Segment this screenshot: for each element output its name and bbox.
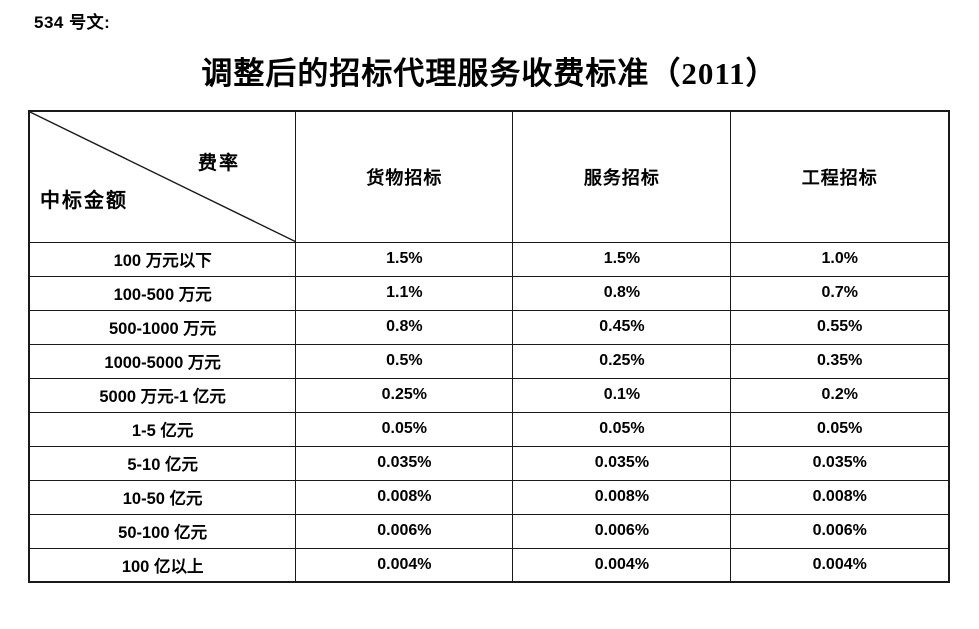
table-header: 费率 中标金额 货物招标 服务招标 工程招标 (28, 110, 950, 243)
column-header-engineering-bidding: 工程招标 (730, 110, 950, 243)
rate-value-cell: 0.006% (730, 513, 950, 549)
amount-range-cell: 5000 万元-1 亿元 (28, 377, 297, 413)
amount-range-cell: 500-1000 万元 (28, 309, 297, 345)
rate-value-cell: 0.008% (730, 479, 950, 515)
rate-value-cell: 1.1% (295, 275, 514, 311)
rate-value-cell: 0.1% (512, 377, 732, 413)
amount-range-cell: 1-5 亿元 (28, 411, 297, 447)
rate-value-cell: 0.004% (512, 547, 732, 583)
rate-value-cell: 1.5% (512, 241, 732, 277)
table-row: 100 万元以下 1.5% 1.5% 1.0% (28, 241, 950, 277)
rate-value-cell: 0.05% (730, 411, 950, 447)
rate-value-cell: 0.35% (730, 343, 950, 379)
table-row: 1-5 亿元 0.05% 0.05% 0.05% (28, 411, 950, 447)
rate-value-cell: 0.5% (295, 343, 514, 379)
table-row: 500-1000 万元 0.8% 0.45% 0.55% (28, 309, 950, 345)
table-body: 100 万元以下 1.5% 1.5% 1.0% 100-500 万元 1.1% … (28, 241, 950, 583)
rate-value-cell: 0.008% (295, 479, 514, 515)
rate-value-cell: 0.25% (295, 377, 514, 413)
rate-value-cell: 1.5% (295, 241, 514, 277)
table-row: 100-500 万元 1.1% 0.8% 0.7% (28, 275, 950, 311)
diagonal-corner-cell: 费率 中标金额 (28, 110, 297, 243)
corner-label-rate: 费率 (198, 153, 241, 174)
rate-value-cell: 0.006% (295, 513, 514, 549)
table-row: 5000 万元-1 亿元 0.25% 0.1% 0.2% (28, 377, 950, 413)
table-row: 50-100 亿元 0.006% 0.006% 0.006% (28, 513, 950, 549)
rate-value-cell: 0.05% (295, 411, 514, 447)
rate-value-cell: 0.25% (512, 343, 732, 379)
table-row: 1000-5000 万元 0.5% 0.25% 0.35% (28, 343, 950, 379)
amount-range-cell: 50-100 亿元 (28, 513, 297, 549)
document-number-label: 534 号文: (34, 13, 111, 32)
fee-standards-table: 费率 中标金额 货物招标 服务招标 工程招标 100 万元以下 1.5% 1.5… (28, 110, 950, 583)
rate-value-cell: 0.8% (512, 275, 732, 311)
corner-label-bid-amount: 中标金额 (40, 190, 128, 212)
rate-value-cell: 0.2% (730, 377, 950, 413)
amount-range-cell: 5-10 亿元 (28, 445, 297, 481)
rate-value-cell: 0.035% (295, 445, 514, 481)
diagonal-divider-line (30, 112, 295, 242)
header-row: 费率 中标金额 货物招标 服务招标 工程招标 (28, 110, 950, 243)
rate-value-cell: 0.55% (730, 309, 950, 345)
amount-range-cell: 100-500 万元 (28, 275, 297, 311)
rate-value-cell: 0.008% (512, 479, 732, 515)
rate-value-cell: 0.05% (512, 411, 732, 447)
rate-value-cell: 0.035% (512, 445, 732, 481)
table-row: 5-10 亿元 0.035% 0.035% 0.035% (28, 445, 950, 481)
amount-range-cell: 100 亿以上 (28, 547, 297, 583)
amount-range-cell: 100 万元以下 (28, 241, 297, 277)
rate-value-cell: 0.035% (730, 445, 950, 481)
amount-range-cell: 1000-5000 万元 (28, 343, 297, 379)
rate-value-cell: 0.7% (730, 275, 950, 311)
column-header-service-bidding: 服务招标 (512, 110, 732, 243)
amount-range-cell: 10-50 亿元 (28, 479, 297, 515)
rate-value-cell: 0.004% (295, 547, 514, 583)
column-header-goods-bidding: 货物招标 (295, 110, 514, 243)
page-title: 调整后的招标代理服务收费标准（2011） (201, 56, 778, 91)
rate-value-cell: 0.004% (730, 547, 950, 583)
table-row: 100 亿以上 0.004% 0.004% 0.004% (28, 547, 950, 583)
rate-value-cell: 0.8% (295, 309, 514, 345)
rate-value-cell: 1.0% (730, 241, 950, 277)
rate-value-cell: 0.45% (512, 309, 732, 345)
table-row: 10-50 亿元 0.008% 0.008% 0.008% (28, 479, 950, 515)
rate-value-cell: 0.006% (512, 513, 732, 549)
